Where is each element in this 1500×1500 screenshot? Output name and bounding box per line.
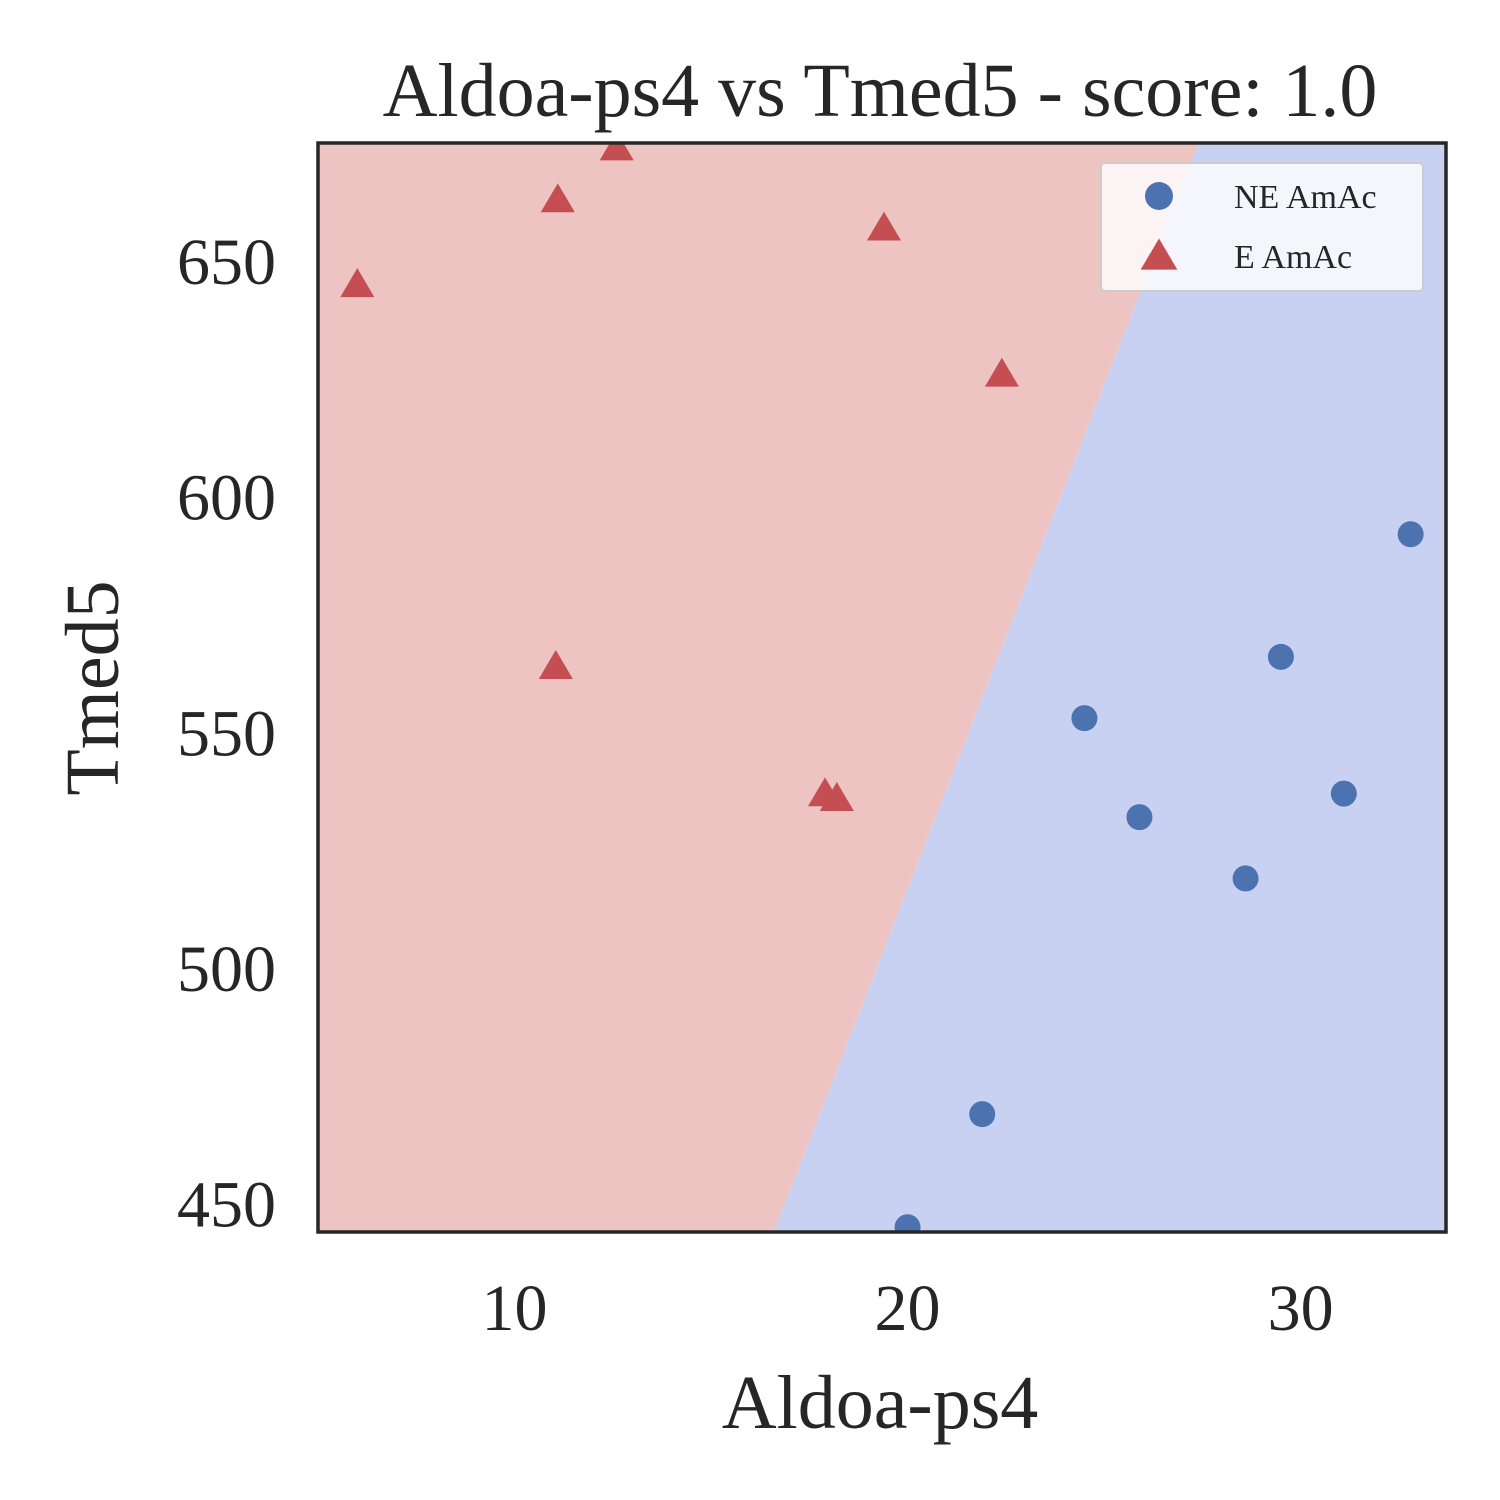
ne-amac-point	[1232, 865, 1259, 892]
legend: NE AmAc E AmAc	[1100, 162, 1424, 292]
y-tick-label: 650	[177, 226, 276, 299]
ne-amac-point	[1330, 780, 1357, 807]
ne-amac-point	[1267, 643, 1294, 670]
x-tick-label: 20	[875, 1272, 941, 1345]
e-amac-point	[866, 211, 902, 241]
legend-marker	[1145, 182, 1173, 210]
plot-area	[316, 141, 1448, 1234]
e-amac-point	[538, 650, 573, 679]
legend-box	[1100, 162, 1424, 292]
legend-marker	[1140, 238, 1178, 270]
plot-frame	[316, 141, 1448, 1234]
chart-title: Aldoa-ps4 vs Tmed5 - score: 1.0	[383, 49, 1378, 133]
y-axis-label: Tmed5	[51, 580, 135, 795]
x-tick-label: 30	[1268, 1272, 1334, 1345]
ne-amac-point	[1126, 804, 1153, 831]
region-e-amac	[318, 143, 1199, 1232]
axis-ticks: 10 20 30 450 500 550 600 650	[177, 226, 1334, 1345]
ne-amac-point	[1071, 705, 1098, 732]
e-amac-point	[984, 357, 1019, 387]
y-tick-label: 450	[177, 1169, 276, 1242]
x-tick-label: 10	[482, 1272, 548, 1345]
y-tick-label: 500	[177, 933, 276, 1006]
y-tick-label: 600	[177, 462, 276, 535]
region-ne-amac	[773, 143, 1446, 1232]
ne-amac-point	[1397, 521, 1424, 548]
x-axis-label: Aldoa-ps4	[722, 1361, 1039, 1445]
legend-label: E AmAc	[1234, 239, 1352, 276]
ne-amac-point	[969, 1101, 996, 1128]
e-amac-point	[540, 183, 575, 213]
legend-label: NE AmAc	[1234, 179, 1377, 216]
e-amac-point	[819, 782, 854, 811]
ne-amac-point	[894, 1214, 921, 1232]
y-tick-label: 550	[177, 697, 276, 770]
e-amac-point	[599, 143, 634, 161]
e-amac-point	[340, 268, 375, 298]
